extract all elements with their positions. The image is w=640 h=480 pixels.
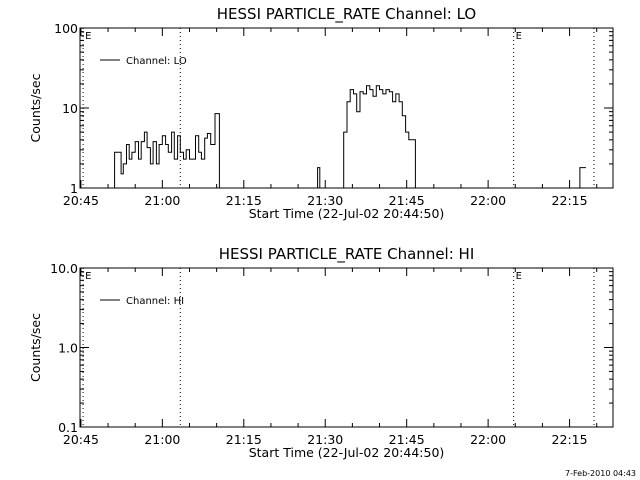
x-tick-label: 21:45 <box>389 432 425 447</box>
panel-lo: HESSI PARTICLE_RATE Channel: LO 20:45 21:0… <box>28 5 614 221</box>
y-tick-label: 1.0 <box>58 341 78 356</box>
x-tick-label: 20:45 <box>63 193 99 208</box>
x-axis-label: Start Time (22-Jul-02 20:44:50) <box>249 445 445 460</box>
event-marker-label: E <box>85 31 91 42</box>
plot-timestamp: 7-Feb-2010 04:43 <box>565 469 636 478</box>
y-tick-label: 1 <box>70 181 78 196</box>
x-tick-label: 21:30 <box>307 193 343 208</box>
x-tick-label: 21:15 <box>226 193 262 208</box>
y-tick-label: 100 <box>54 21 78 36</box>
event-marker-label: E <box>85 271 91 282</box>
x-tick-label: 22:15 <box>552 432 588 447</box>
x-tick-label: 21:00 <box>144 193 180 208</box>
y-axis-label: Counts/sec <box>28 73 43 142</box>
plot-frame <box>79 267 614 428</box>
y-axis-label: Counts/sec <box>28 313 43 382</box>
x-tick-label: 22:00 <box>470 432 506 447</box>
x-tick-label: 21:30 <box>307 432 343 447</box>
legend-label: Channel: LO <box>126 56 187 67</box>
x-tick-label: 20:45 <box>63 432 99 447</box>
y-tick-label: 0.1 <box>58 420 78 435</box>
legend-label: Channel: HI <box>126 296 184 307</box>
event-marker-label: E <box>516 31 522 42</box>
chart-title: HESSI PARTICLE_RATE Channel: HI <box>219 245 475 264</box>
y-tick-label: 10.0 <box>50 261 78 276</box>
x-tick-label: 21:00 <box>144 432 180 447</box>
y-tick-label: 10 <box>62 101 78 116</box>
event-marker-label: E <box>516 271 522 282</box>
x-tick-label: 22:00 <box>470 193 506 208</box>
x-tick-label: 21:15 <box>226 432 262 447</box>
x-tick-label: 22:15 <box>552 193 588 208</box>
x-axis-label: Start Time (22-Jul-02 20:44:50) <box>249 206 445 221</box>
panel-hi: HESSI PARTICLE_RATE Channel: HI 20:45 21:0… <box>28 245 614 460</box>
chart-title: HESSI PARTICLE_RATE Channel: LO <box>217 5 476 24</box>
series-line-lo <box>110 85 586 188</box>
x-tick-label: 21:45 <box>389 193 425 208</box>
